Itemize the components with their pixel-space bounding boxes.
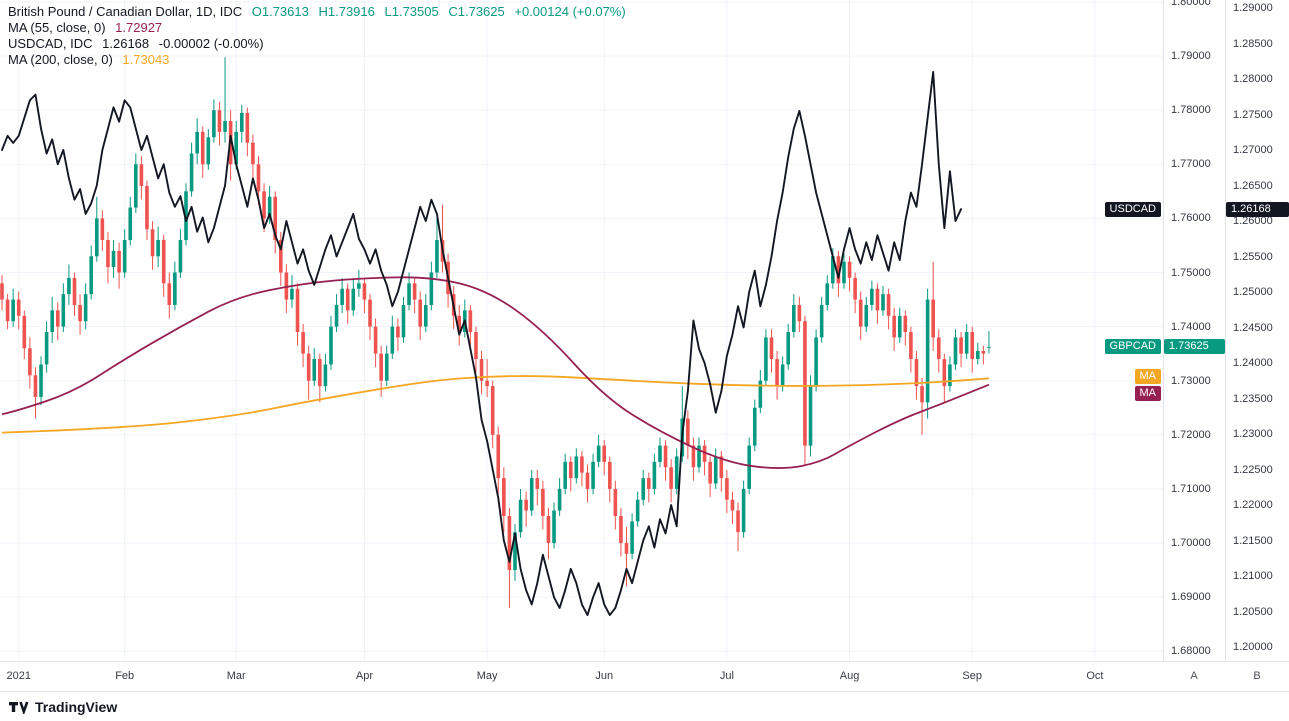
- time-axis-label: Oct: [1086, 670, 1104, 682]
- time-axis-label: Jul: [719, 670, 734, 682]
- footer-bar: TradingView: [0, 691, 1289, 721]
- price-label-gbpcad: 1.78000: [1171, 104, 1211, 117]
- price-label-gbpcad: 1.79000: [1171, 50, 1211, 63]
- price-scale-usdcad[interactable]: 1.29000 1.28500 1.28000 1.27500 1.27000 1.265…: [1226, 0, 1289, 661]
- price-label-usdcad: 1.25000: [1233, 286, 1273, 298]
- time-axis-label: Apr: [355, 670, 373, 682]
- legend-main-series-row[interactable]: British Pound / Canadian Dollar, 1D, IDC…: [8, 4, 626, 20]
- ohlc-open: O1.73613: [251, 4, 309, 19]
- ohlc-high: H1.73916: [318, 4, 375, 19]
- legend-usdcad-row[interactable]: USDCAD, IDC 1.26168 -0.00002 (-0.00%): [8, 36, 626, 52]
- price-label-usdcad: 1.26500: [1233, 179, 1273, 192]
- price-label-gbpcad: 1.74000: [1171, 320, 1211, 333]
- daily-change: +0.00124 (+0.07%): [514, 4, 626, 19]
- price-label-usdcad: 1.23500: [1233, 392, 1273, 405]
- time-axis-label: Mar: [226, 670, 246, 682]
- symbol-title: British Pound / Canadian Dollar, 1D, IDC: [8, 4, 243, 19]
- price-label-gbpcad: 1.76000: [1171, 212, 1211, 225]
- price-label-gbpcad: 1.71000: [1171, 482, 1211, 495]
- price-label-gbpcad: 1.69000: [1171, 591, 1211, 604]
- price-label-usdcad: 1.28500: [1233, 37, 1273, 50]
- legend-ma55-row[interactable]: MA (55, close, 0) 1.72927: [8, 20, 626, 36]
- time-axis-label: Feb: [115, 670, 135, 682]
- price-chart-canvas[interactable]: [0, 0, 1163, 661]
- ma200-label: MA (200, close, 0): [8, 52, 113, 67]
- price-label-gbpcad: 1.70000: [1171, 537, 1211, 549]
- price-label-usdcad: 1.27500: [1233, 108, 1273, 121]
- gbpcad-series-tag: GBPCAD: [1104, 339, 1161, 354]
- tradingview-logo-icon: [9, 701, 29, 714]
- time-axis-label: Jun: [595, 670, 614, 682]
- price-label-usdcad: 1.21000: [1233, 570, 1273, 582]
- usdcad-last-price-tag: 1.26168: [1226, 202, 1289, 217]
- price-label-usdcad: 1.28000: [1233, 73, 1273, 85]
- ma200-line: [1, 375, 990, 434]
- usdcad-label: USDCAD, IDC: [8, 36, 93, 51]
- price-label-gbpcad: 1.75000: [1171, 266, 1211, 279]
- scale-b-button[interactable]: B: [1253, 670, 1261, 682]
- price-label-usdcad: 1.22000: [1233, 499, 1273, 511]
- tradingview-logo[interactable]: TradingView: [9, 699, 117, 715]
- ma55-line: [1, 276, 990, 469]
- price-label-gbpcad: 1.80000: [1171, 0, 1211, 8]
- usdcad-series-tag: USDCAD: [1104, 202, 1161, 217]
- scale-a-button[interactable]: A: [1190, 670, 1198, 682]
- gbpcad-candlestick-series[interactable]: [0, 57, 991, 608]
- price-label-usdcad: 1.22500: [1233, 463, 1273, 476]
- price-label-usdcad: 1.26000: [1233, 215, 1273, 227]
- time-axis-label: May: [476, 670, 498, 682]
- ma55-value: 1.72927: [115, 20, 163, 35]
- price-label-usdcad: 1.27000: [1233, 144, 1273, 156]
- price-label-usdcad: 1.29000: [1233, 2, 1273, 14]
- price-label-usdcad: 1.21500: [1233, 534, 1273, 547]
- chart-legend: British Pound / Canadian Dollar, 1D, IDC…: [8, 4, 626, 68]
- gbpcad-last-price-tag: 1.73625: [1164, 339, 1225, 354]
- price-label-gbpcad: 1.77000: [1171, 158, 1211, 171]
- price-scale-gbpcad[interactable]: 1.80000 1.79000 1.78000 1.77000 1.76000 1.750…: [1164, 0, 1225, 661]
- price-label-gbpcad: 1.72000: [1171, 428, 1211, 441]
- price-label-usdcad: 1.25500: [1233, 250, 1273, 263]
- ma55-series-tag: MA: [1134, 386, 1161, 401]
- tradingview-logo-text: TradingView: [35, 698, 118, 715]
- price-label-usdcad: 1.24500: [1233, 321, 1273, 334]
- grid-lines: [0, 0, 1163, 661]
- time-axis-label: Sep: [962, 670, 983, 682]
- ohlc-low: L1.73505: [384, 4, 439, 19]
- price-label-gbpcad: 1.68000: [1171, 645, 1211, 658]
- ma200-series-tag: MA: [1134, 369, 1161, 384]
- price-scale-divider-1: [1163, 0, 1164, 691]
- legend-ma200-row[interactable]: MA (200, close, 0) 1.73043: [8, 52, 626, 68]
- time-axis-label: 2021: [6, 670, 31, 682]
- price-label-usdcad: 1.23000: [1233, 428, 1273, 440]
- price-scale-divider-2: [1225, 0, 1226, 691]
- price-label-usdcad: 1.20500: [1233, 605, 1273, 618]
- price-label-gbpcad: 1.73000: [1171, 374, 1211, 387]
- ma55-label: MA (55, close, 0): [8, 20, 106, 35]
- price-label-usdcad: 1.20000: [1233, 641, 1273, 653]
- usdcad-value: 1.26168: [102, 36, 150, 51]
- time-scale[interactable]: A B 2021 Feb Mar Apr May Jun Jul Aug Sep Oct: [0, 661, 1289, 692]
- ma200-value: 1.73043: [122, 52, 170, 67]
- price-label-usdcad: 1.24000: [1233, 357, 1273, 369]
- usdcad-change: -0.00002 (-0.00%): [158, 36, 264, 51]
- time-axis-label: Aug: [839, 670, 860, 682]
- ohlc-close: C1.73625: [448, 4, 505, 19]
- usdcad-line: [1, 70, 963, 616]
